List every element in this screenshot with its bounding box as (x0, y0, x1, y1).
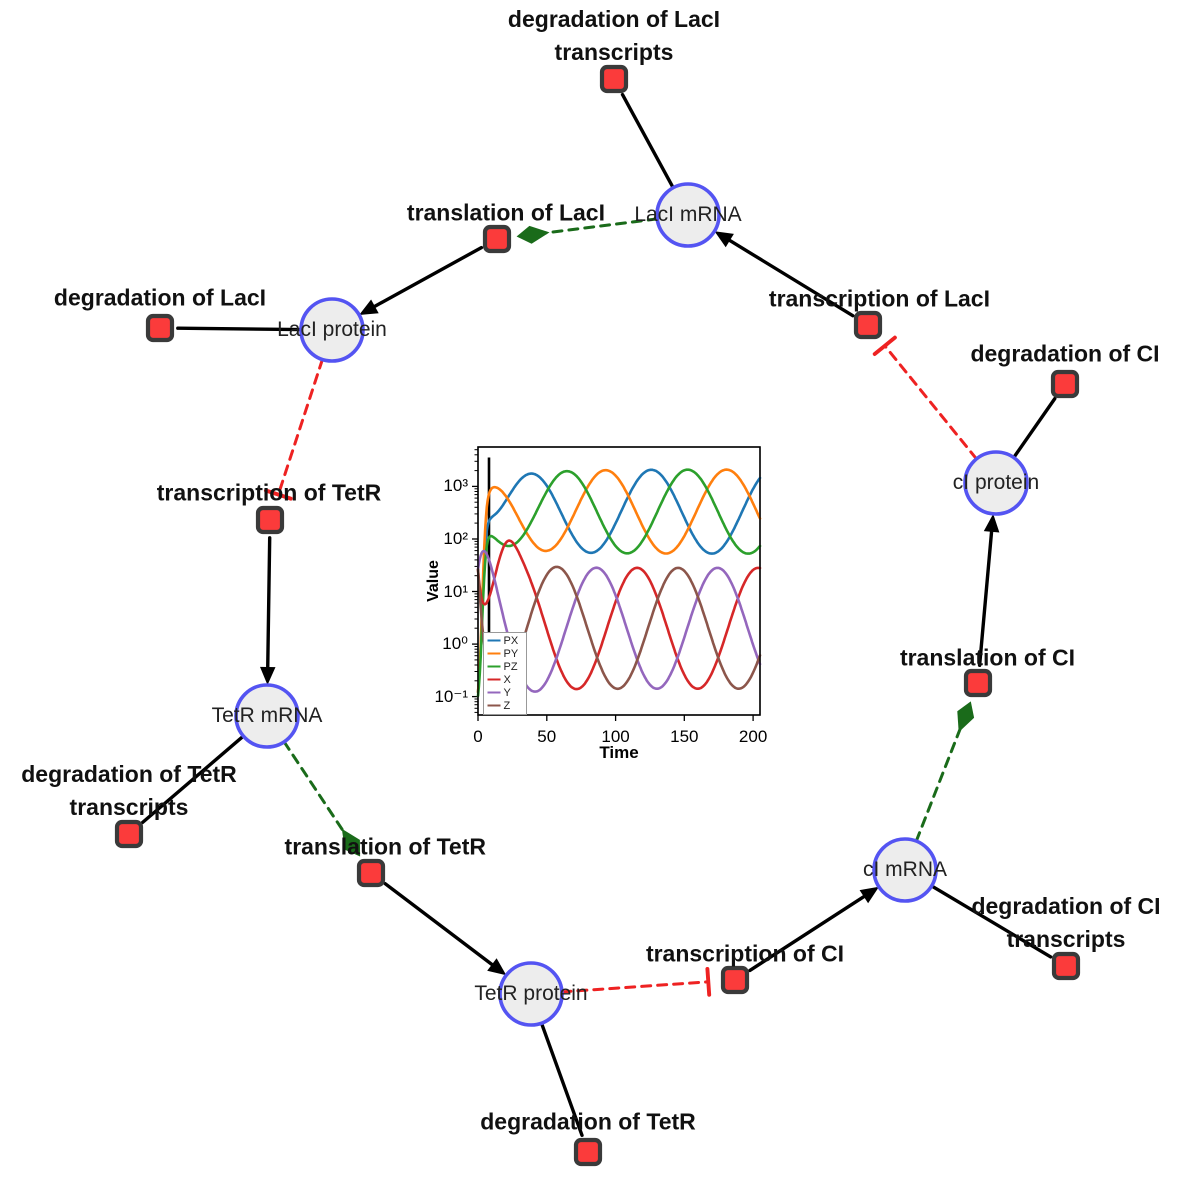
svg-text:PX: PX (504, 635, 519, 647)
svg-text:PY: PY (504, 648, 519, 660)
svg-text:Z: Z (504, 700, 511, 712)
svg-text:Y: Y (504, 687, 512, 699)
svg-text:X: X (504, 674, 512, 686)
svg-text:PZ: PZ (504, 661, 518, 673)
